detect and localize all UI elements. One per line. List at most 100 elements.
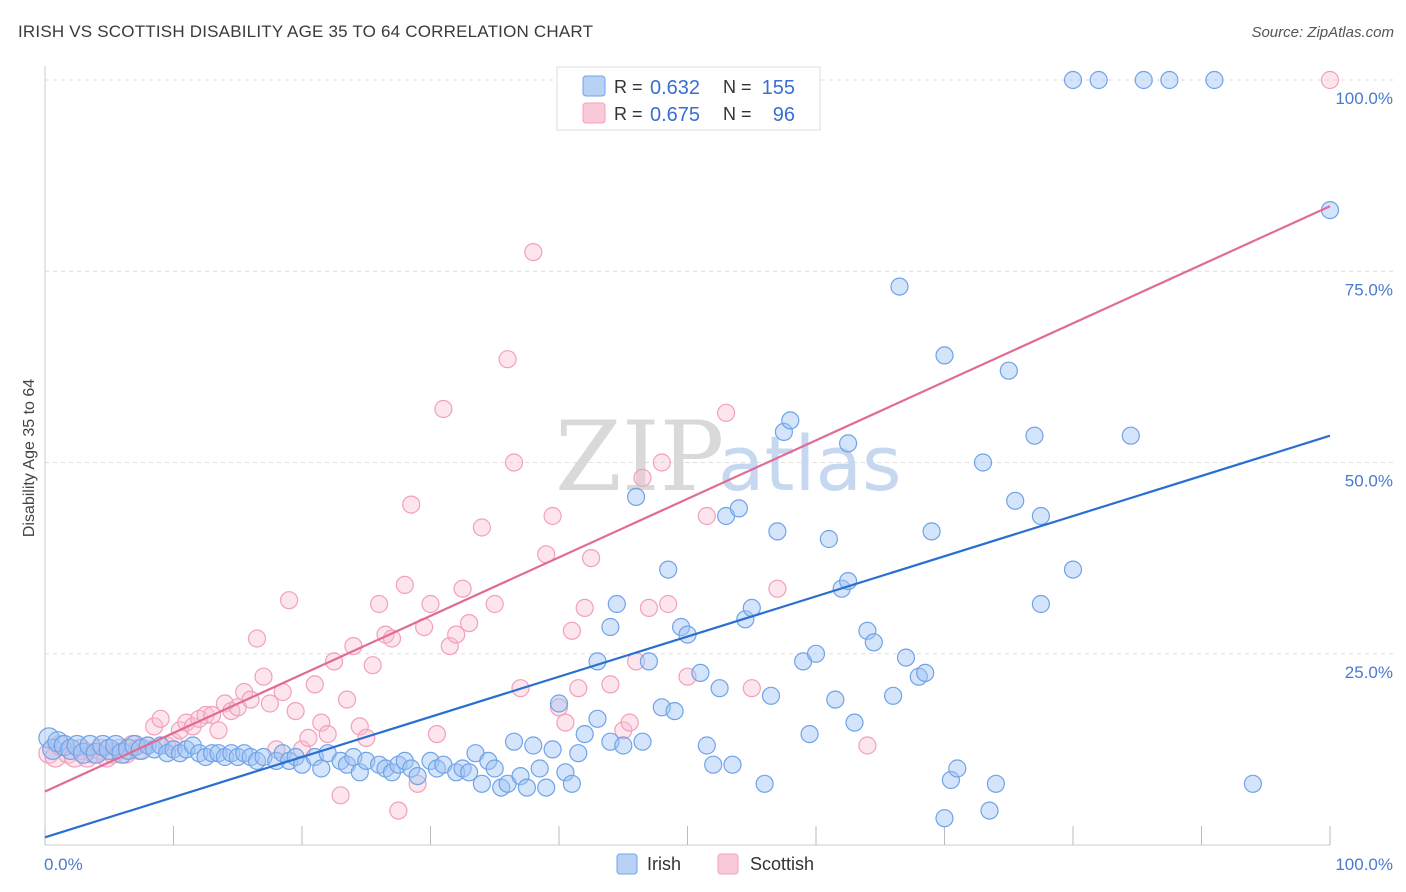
scottish-point (305, 675, 324, 694)
scottish-point (549, 698, 569, 717)
legend-irish-n-label: N = (723, 77, 752, 97)
scottish-point (280, 591, 299, 610)
irish-trend-line (44, 434, 1331, 839)
axes (44, 66, 1331, 846)
irish-point (883, 686, 903, 705)
irish-point (562, 774, 582, 793)
scottish-point (254, 667, 273, 686)
irish-point (986, 774, 1006, 793)
legend-bottom-irish-swatch (616, 853, 638, 875)
scottish-point (562, 621, 582, 640)
irish-point (1160, 70, 1179, 90)
irish-point (556, 763, 575, 782)
x-tick-label: 0.0% (44, 855, 83, 874)
scottish-point (575, 598, 594, 618)
irish-point (890, 277, 909, 296)
scottish-point (151, 709, 170, 728)
legend-irish-n-value: 155 (762, 77, 795, 99)
irish-point (575, 724, 594, 744)
watermark-atlas: atlas (718, 419, 902, 508)
scottish-point (38, 742, 60, 764)
irish-point (845, 713, 864, 732)
irish-point (755, 774, 774, 793)
irish-point (774, 422, 794, 441)
scottish-point (498, 350, 517, 369)
irish-point (858, 621, 877, 640)
irish-point (479, 751, 498, 771)
irish-point (768, 522, 787, 541)
scottish-point (716, 403, 736, 422)
irish-point (511, 766, 530, 786)
scottish-point (460, 613, 479, 633)
chart-source: Source: ZipAtlas.com (1251, 24, 1394, 41)
scottish-point (402, 495, 421, 514)
irish-point (935, 809, 954, 828)
irish-point (819, 529, 839, 549)
legend-bottom-irish-label: Irish (647, 854, 681, 874)
irish-point (691, 663, 710, 683)
irish-point (864, 633, 883, 652)
legend-scottish-r-label: R = (614, 104, 643, 124)
irish-point (485, 759, 504, 778)
scottish-point (652, 453, 671, 472)
irish-point (408, 766, 427, 786)
y-tick-labels: 25.0% 50.0% 75.0% 100.0% (1335, 89, 1393, 682)
irish-point (704, 755, 723, 774)
irish-point (633, 732, 652, 751)
y-tick-label: 75.0% (1345, 280, 1393, 299)
irish-point (607, 594, 626, 614)
irish-point (1006, 491, 1025, 510)
irish-point (1205, 70, 1224, 90)
irish-point (517, 778, 537, 797)
irish-point (472, 774, 491, 793)
scottish-point (299, 728, 318, 748)
scottish-point (697, 506, 716, 526)
y-tick-label: 50.0% (1345, 472, 1393, 491)
irish-point (504, 732, 524, 751)
legend-scottish-r-value: 0.675 (650, 104, 700, 126)
legend-irish-r-label: R = (614, 77, 643, 97)
scottish-point (659, 594, 678, 614)
scottish-point (350, 717, 369, 736)
scottish-point (472, 518, 491, 537)
legend-irish-r-value: 0.632 (650, 77, 700, 99)
y-axis-label: Disability Age 35 to 64 (21, 379, 38, 537)
scottish-point (569, 679, 588, 698)
irish-point (922, 522, 941, 541)
scottish-point (504, 453, 524, 472)
irish-point (382, 763, 402, 782)
irish-point (1025, 426, 1044, 445)
irish-point (639, 652, 659, 671)
legend-top: R = 0.632 N = 155 R = 0.675 N = 96 (556, 66, 821, 131)
scottish-trend-line (44, 205, 1331, 793)
scottish-point (247, 629, 267, 648)
irish-point (588, 709, 607, 728)
irish-point (395, 751, 414, 771)
irish-point (1031, 506, 1051, 526)
scottish-point (447, 625, 466, 644)
irish-point (665, 701, 684, 721)
x-tick-labels: 0.0% 100.0% (44, 855, 1393, 874)
legend-scottish-swatch (582, 102, 606, 124)
irish-point (1121, 426, 1140, 445)
irish-point (92, 734, 114, 757)
scottish-point (145, 717, 164, 736)
scottish-point (768, 579, 787, 598)
scottish-point (337, 690, 357, 709)
irish-point (806, 644, 826, 663)
irish-point (781, 411, 800, 430)
scottish-point (209, 721, 228, 740)
scottish-point (581, 548, 601, 568)
scottish-point (742, 679, 761, 698)
irish-point (402, 759, 421, 778)
irish-point (980, 801, 999, 820)
irish-point (1243, 774, 1263, 793)
scottish-point (427, 724, 446, 744)
irish-point (98, 738, 120, 761)
scottish-point (389, 801, 408, 820)
y-tick-label: 25.0% (1345, 663, 1393, 682)
grid-lines (45, 79, 1395, 655)
scottish-point (524, 243, 543, 262)
scottish-point (633, 468, 652, 487)
